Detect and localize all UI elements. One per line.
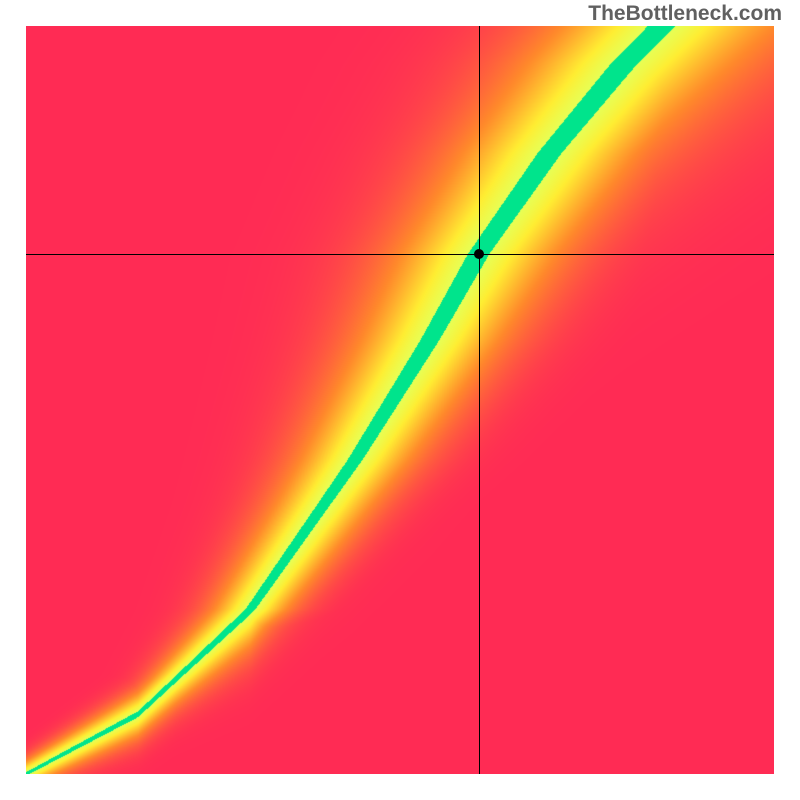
crosshair-marker-dot <box>474 249 484 259</box>
crosshair-vertical <box>479 26 480 774</box>
heatmap-plot <box>26 26 774 774</box>
crosshair-horizontal <box>26 254 774 255</box>
watermark-text: TheBottleneck.com <box>588 2 782 26</box>
heatmap-canvas <box>26 26 774 774</box>
